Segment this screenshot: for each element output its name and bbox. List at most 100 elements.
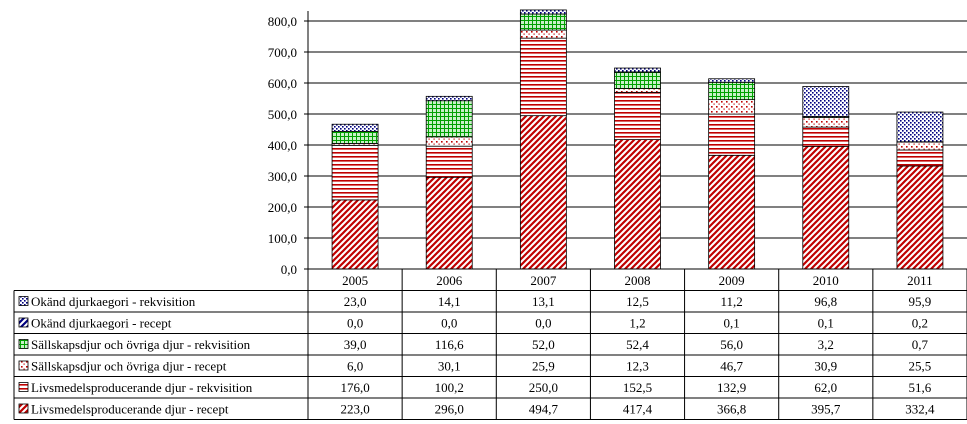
table-cell-value: 23,0 (344, 294, 367, 309)
legend-label: Livsmedelsproducerande djur - rekvisitio… (31, 380, 253, 395)
bar-segment (708, 99, 756, 115)
bar-segment (708, 81, 756, 101)
legend-label: Sällskapsdjur och övriga djur - recept (31, 359, 227, 374)
table-cell-value: 0,7 (912, 337, 929, 352)
table-cell-value: 132,9 (717, 380, 746, 395)
table-cell-value: 0,0 (347, 316, 363, 331)
bar-segment (331, 144, 379, 201)
bar-segment (802, 86, 850, 117)
table-cell-value: 417,4 (623, 402, 653, 417)
table-cell-value: 30,9 (814, 359, 837, 374)
table-cell-value: 95,9 (909, 294, 932, 309)
axes: 0,0 100,0 200,0 300,0 400,0 500,0 600,0 700,0 80… (268, 11, 309, 277)
x-tick-label: 2006 (436, 273, 463, 288)
y-tick-label: 300,0 (268, 169, 297, 184)
legend-swatch (18, 339, 29, 349)
table-cell-value: 46,7 (720, 359, 743, 374)
bar-segment (425, 95, 473, 102)
bar-segment (614, 91, 661, 141)
table-cell-value: 39,0 (344, 337, 367, 352)
table-cell-value: 0,0 (441, 316, 457, 331)
legend-swatch (18, 317, 29, 328)
legend-swatch (18, 360, 29, 371)
table-cell-value: 395,7 (811, 402, 841, 417)
y-tick-label: 200,0 (268, 200, 297, 215)
legend-swatch (18, 382, 29, 392)
table-cell-value: 56,0 (720, 337, 743, 352)
bar-segment (519, 29, 567, 39)
table-cell-value: 25,9 (532, 359, 555, 374)
table-cell-value: 0,2 (912, 316, 928, 331)
table-cell-value: 14,1 (438, 294, 461, 309)
table-cell-value: 11,2 (721, 294, 743, 309)
y-tick-label: 800,0 (268, 14, 297, 29)
x-tick-label: 2005 (342, 273, 368, 288)
bar-segment (425, 136, 473, 147)
bar-segment (802, 126, 850, 147)
table-cell-value: 1,2 (629, 316, 645, 331)
data-table: 2005 2006 2007 2008 2009 2010 2011 Okänd djurka… (13, 268, 967, 420)
bar-segment (896, 149, 944, 167)
bar-segment (614, 67, 661, 73)
bar-segment (519, 37, 567, 117)
x-tick-label: 2007 (530, 273, 557, 288)
table-cell-value: 0,1 (724, 316, 740, 331)
table-cell-value: 96,8 (814, 294, 837, 309)
table-cell-value: 13,1 (532, 294, 555, 309)
table-cell-value: 52,0 (532, 337, 555, 352)
y-tick-label: 600,0 (268, 76, 297, 91)
table-cell-value: 296,0 (435, 402, 464, 417)
table-cell-value: 223,0 (340, 402, 369, 417)
table-cell-value: 0,1 (818, 316, 834, 331)
bar-segment (331, 123, 379, 132)
table-cell-value: 62,0 (814, 380, 837, 395)
table-cell-value: 176,0 (340, 380, 369, 395)
bar-segment (519, 13, 567, 31)
y-tick-label: 500,0 (268, 107, 297, 122)
table-cell-value: 12,5 (626, 294, 649, 309)
bar-segment (331, 130, 379, 144)
legend-swatch (18, 296, 29, 306)
bar-segment (425, 100, 473, 138)
table-cell-value: 494,7 (529, 402, 559, 417)
table-cell-value: 52,4 (626, 337, 649, 352)
x-tick-label: 2010 (813, 273, 839, 288)
bar-segment (614, 139, 661, 270)
bar-segment (614, 88, 661, 93)
bar-segment (425, 176, 473, 270)
x-tick-label: 2011 (907, 273, 933, 288)
legend-label: Okänd djurkaegori - recept (31, 316, 172, 331)
bar-segment (519, 9, 567, 15)
bar-segment (896, 141, 944, 151)
bar-segment (802, 145, 850, 270)
table-cell-value: 3,2 (818, 337, 834, 352)
bar-segment (614, 71, 661, 89)
legend-swatch (18, 403, 29, 414)
bar-segment (802, 117, 850, 128)
table-cell-value: 0,0 (535, 316, 551, 331)
y-tick-label: 700,0 (268, 45, 297, 60)
table-cell-value: 366,8 (717, 402, 746, 417)
legend-label: Livsmedelsproducerande djur - recept (31, 402, 229, 417)
table-cell-value: 6,0 (347, 359, 363, 374)
bar-segment (331, 199, 379, 270)
bar-segment (708, 113, 756, 156)
bar-segment (519, 115, 567, 270)
table-cell-value: 51,6 (909, 380, 932, 395)
bar-segment (896, 165, 944, 270)
bars (331, 9, 944, 270)
table-cell-value: 250,0 (529, 380, 558, 395)
x-tick-label: 2009 (719, 273, 745, 288)
table-cell-value: 116,6 (435, 337, 464, 352)
y-tick-label: 400,0 (268, 138, 297, 153)
legend-label: Okänd djurkaegori - rekvisition (31, 294, 196, 309)
table-cell-value: 30,1 (438, 359, 461, 374)
legend-label: Sällskapsdjur och övriga djur - rekvisit… (31, 337, 251, 352)
table-cell-value: 152,5 (623, 380, 652, 395)
bar-segment (708, 154, 756, 270)
table-cell-value: 12,3 (626, 359, 649, 374)
table-cell-value: 100,2 (435, 380, 464, 395)
bar-segment (896, 111, 944, 143)
table-cell-value: 25,5 (909, 359, 932, 374)
